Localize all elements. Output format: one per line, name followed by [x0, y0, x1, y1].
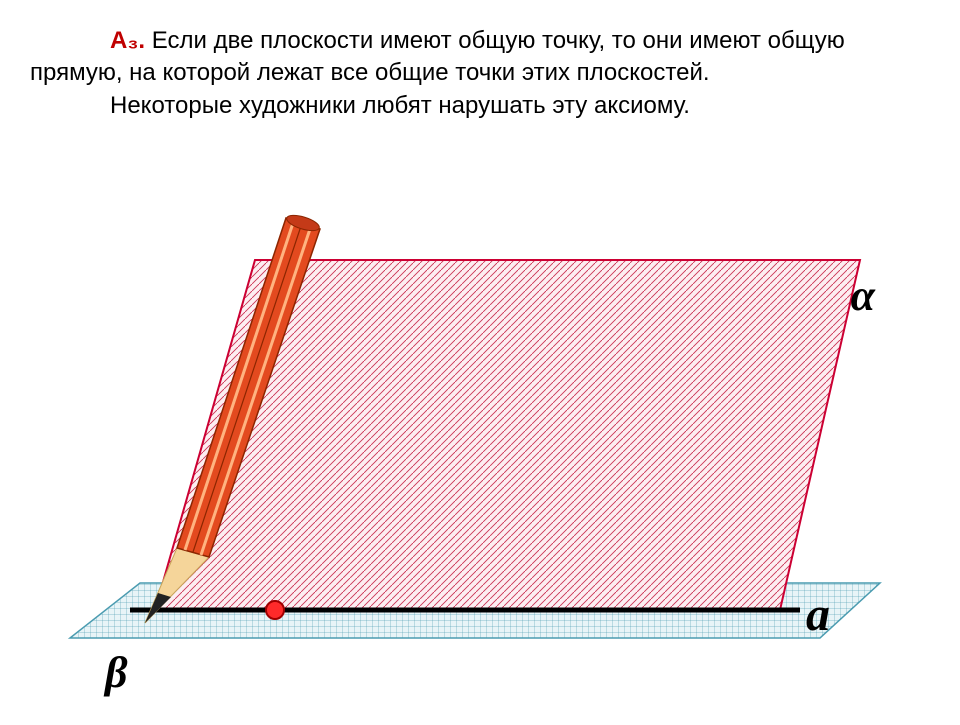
- label-beta: β: [105, 647, 128, 698]
- geometry-diagram: α β a: [0, 200, 960, 720]
- axiom-text: А₃. Если две плоскости имеют общую точку…: [30, 25, 930, 122]
- label-line-a: a: [806, 587, 830, 642]
- axiom-note: Некоторые художники любят нарушать эту а…: [110, 92, 690, 119]
- common-point: [266, 601, 284, 619]
- axiom-body: Если две плоскости имеют общую точку, то…: [30, 27, 845, 86]
- axiom-label: А₃.: [110, 27, 145, 54]
- label-alpha: α: [851, 270, 875, 321]
